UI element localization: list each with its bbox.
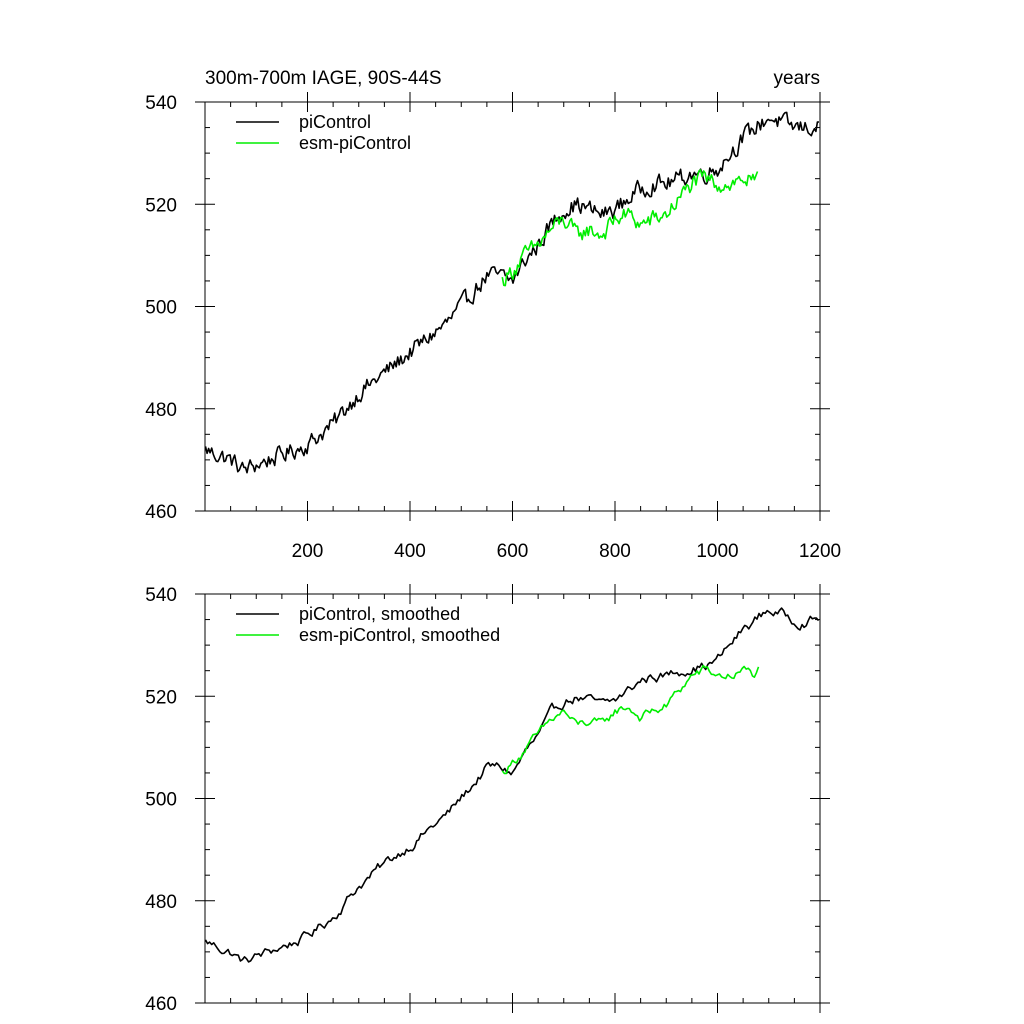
x-tick-label: 800: [599, 541, 631, 562]
y-tick-label: 460: [145, 502, 177, 523]
y-tick-label: 520: [145, 195, 177, 216]
bottom-panel: 460 480 500 520 540 piControl, smoothedesm-pi…: [145, 584, 830, 1015]
series-line-picontrol: [204, 111, 819, 474]
y-tick-label: 480: [145, 400, 177, 421]
x-axis-unit-label: years: [774, 68, 820, 89]
x-tick-label: 1200: [799, 541, 841, 562]
chart-title: 300m-700m IAGE, 90S-44S: [205, 68, 442, 89]
y-tick-label: 460: [145, 994, 177, 1015]
x-tick-label: 400: [394, 541, 426, 562]
legend-label: esm-piControl: [299, 133, 411, 153]
x-tick-label: 1000: [696, 541, 738, 562]
plot-frame: [204, 593, 821, 1004]
series-line-picontrol: [204, 607, 820, 963]
y-tick-label: 520: [145, 687, 177, 708]
y-tick-label: 500: [145, 298, 177, 319]
y-tick-label: 480: [145, 892, 177, 913]
y-tick-label: 500: [145, 790, 177, 811]
top-panel: 300m-700m IAGE, 90S-44S years 200 400 600 800…: [145, 68, 841, 562]
x-tick-label: 600: [497, 541, 529, 562]
y-tick-label: 540: [145, 93, 177, 114]
legend-label: piControl: [299, 112, 371, 132]
y-tick-label: 540: [145, 585, 177, 606]
x-tick-label: 200: [292, 541, 324, 562]
series-line-esm-picontrol: [501, 169, 759, 287]
legend-label: piControl, smoothed: [299, 604, 460, 624]
legend-label: esm-piControl, smoothed: [299, 625, 500, 645]
series-line-esm-picontrol: [501, 664, 760, 775]
